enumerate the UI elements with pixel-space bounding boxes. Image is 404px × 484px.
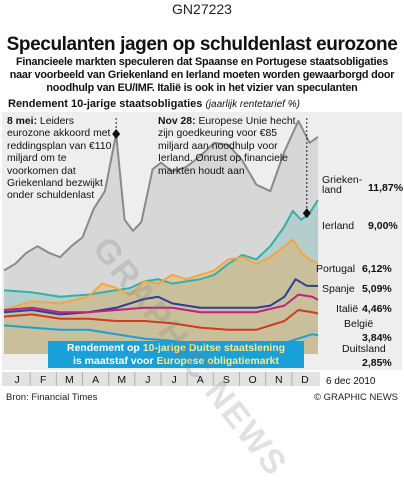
x-tick-label: J [145,374,150,386]
area-ierland [4,200,318,354]
series-label-griekenland-cont: land [322,184,342,196]
x-tick-label: A [197,374,204,386]
series-line-griekenland [3,119,319,272]
series-line-ierland [3,199,319,298]
x-tick-label: O [248,374,256,386]
series-value-portugal: 6,12% [362,263,392,275]
graphic-id: GN27223 [172,1,232,17]
series-line-belgie [3,309,319,331]
annotation-may-text: Leiders eurozone akkoord met reddingspla… [7,116,112,202]
chart-subtitle: (jaarlijk rentetarief %) [205,99,300,110]
marker-diamond-nov-28 [302,208,311,219]
x-tick-label: D [301,374,309,386]
annotation-nov: Nov 28: Europese Unie hecht zijn goedkeu… [158,116,308,178]
callout-line2-highlight: Europese obligatiemarkt [156,354,279,367]
yield-chart: Grieken-land 11,87% Ierland 9,00% Portugal 6,… [2,118,404,387]
series-label-italie: Italië [336,303,358,315]
series-label-griekenland: Grieken- [322,174,363,186]
x-tick-label: S [223,374,230,386]
chart-heading: Rendement 10-jarige staatsobligaties (ja… [8,98,300,110]
callout-line1-prefix: Rendement op [66,342,143,354]
chart-title: Rendement 10-jarige staatsobligaties [8,98,203,110]
callout-box: Rendement op 10-jarige Duitse staatsleni… [48,341,304,368]
series-label-duitsland: Duitsland [342,343,386,355]
series-value-belgie: 3,84% [362,332,392,344]
x-tick-label: M [117,374,126,386]
series-label-belgie: België [344,318,373,330]
series-value-italie: 4,46% [362,303,392,315]
x-tick-label: A [92,374,99,386]
series-line-spanje [3,278,319,316]
callout-line2-prefix: is maatstaf voor [73,354,157,367]
series-value-ierland: 9,00% [368,220,398,232]
marker-diamond-8-mei [112,129,121,139]
headline: Speculanten jagen op schuldenlast eurozo… [6,34,398,55]
x-tick-label: N [275,374,283,386]
source-note: Bron: Financial Times [6,392,98,403]
area-portugal [4,239,318,354]
x-tick-label: F [40,374,46,386]
x-tick-label: M [65,374,74,386]
series-value-griekenland: 11,87% [368,182,404,194]
series-label-spanje: Spanje [322,283,355,295]
series-value-duitsland: 2,85% [362,357,392,369]
annotation-nov-date: Nov 28: [158,116,196,127]
annotation-may-date: 8 mei: [7,116,38,127]
deck-text: Financieele markten speculeren dat Spaan… [9,56,395,94]
credit: © GRAPHIC NEWS [313,392,398,403]
annotation-nov-text: Europese Unie hecht zijn goedkeuring voo… [158,116,296,177]
series-line-italie [3,293,319,314]
series-value-spanje: 5,09% [362,283,392,295]
x-tick-label: J [171,374,176,386]
callout-line1-highlight: 10-jarige Duitse staatslening [142,342,286,354]
date-label: 6 dec 2010 [326,376,376,387]
annotation-may: 8 mei: Leiders eurozone akkoord met redd… [7,116,115,203]
series-line-portugal [3,238,319,311]
x-tick-label: J [14,374,19,386]
series-label-portugal: Portugal [316,263,355,275]
series-label-ierland: Ierland [322,220,354,232]
